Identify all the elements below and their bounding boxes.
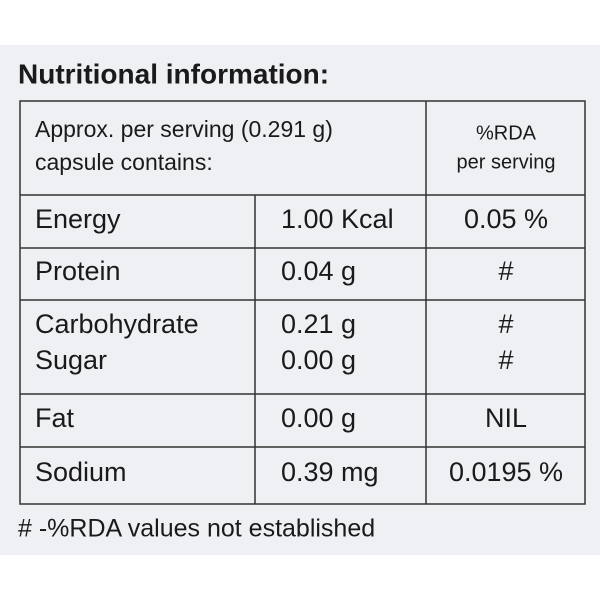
nutrient-name: Energy <box>35 204 121 234</box>
header-left: Approx. per serving (0.291 g) <box>35 116 333 142</box>
title: Nutritional information: <box>18 58 329 89</box>
nutrient-amount: 0.39 mg <box>281 457 379 487</box>
nutrient-name: Fat <box>35 403 75 433</box>
table-border <box>19 100 586 505</box>
nutrient-rda: 0.05 % <box>464 204 548 234</box>
nutrient-amount: 0.00 g <box>281 403 356 433</box>
nutrient-rda: 0.0195 % <box>449 457 563 487</box>
footnote: # -%RDA values not established <box>18 515 375 543</box>
nutrient-amount: 0.21 g <box>281 309 356 339</box>
nutrient-name: Sugar <box>35 345 107 375</box>
header-left: capsule contains: <box>35 149 213 175</box>
nutrient-rda: NIL <box>485 403 527 433</box>
header-right: per serving <box>457 151 556 173</box>
nutrient-name: Protein <box>35 256 121 286</box>
table-grid <box>19 100 586 505</box>
nutrient-amount: 0.04 g <box>281 256 356 286</box>
nutrient-rda: # <box>498 256 513 286</box>
header-right: %RDA <box>476 122 537 144</box>
nutrient-rda: # <box>498 345 513 375</box>
nutrient-rda: # <box>498 309 513 339</box>
nutrient-name: Carbohydrate <box>35 309 199 339</box>
nutrient-amount: 0.00 g <box>281 345 356 375</box>
nutrient-amount: 1.00 Kcal <box>281 204 394 234</box>
nutrient-name: Sodium <box>35 457 127 487</box>
